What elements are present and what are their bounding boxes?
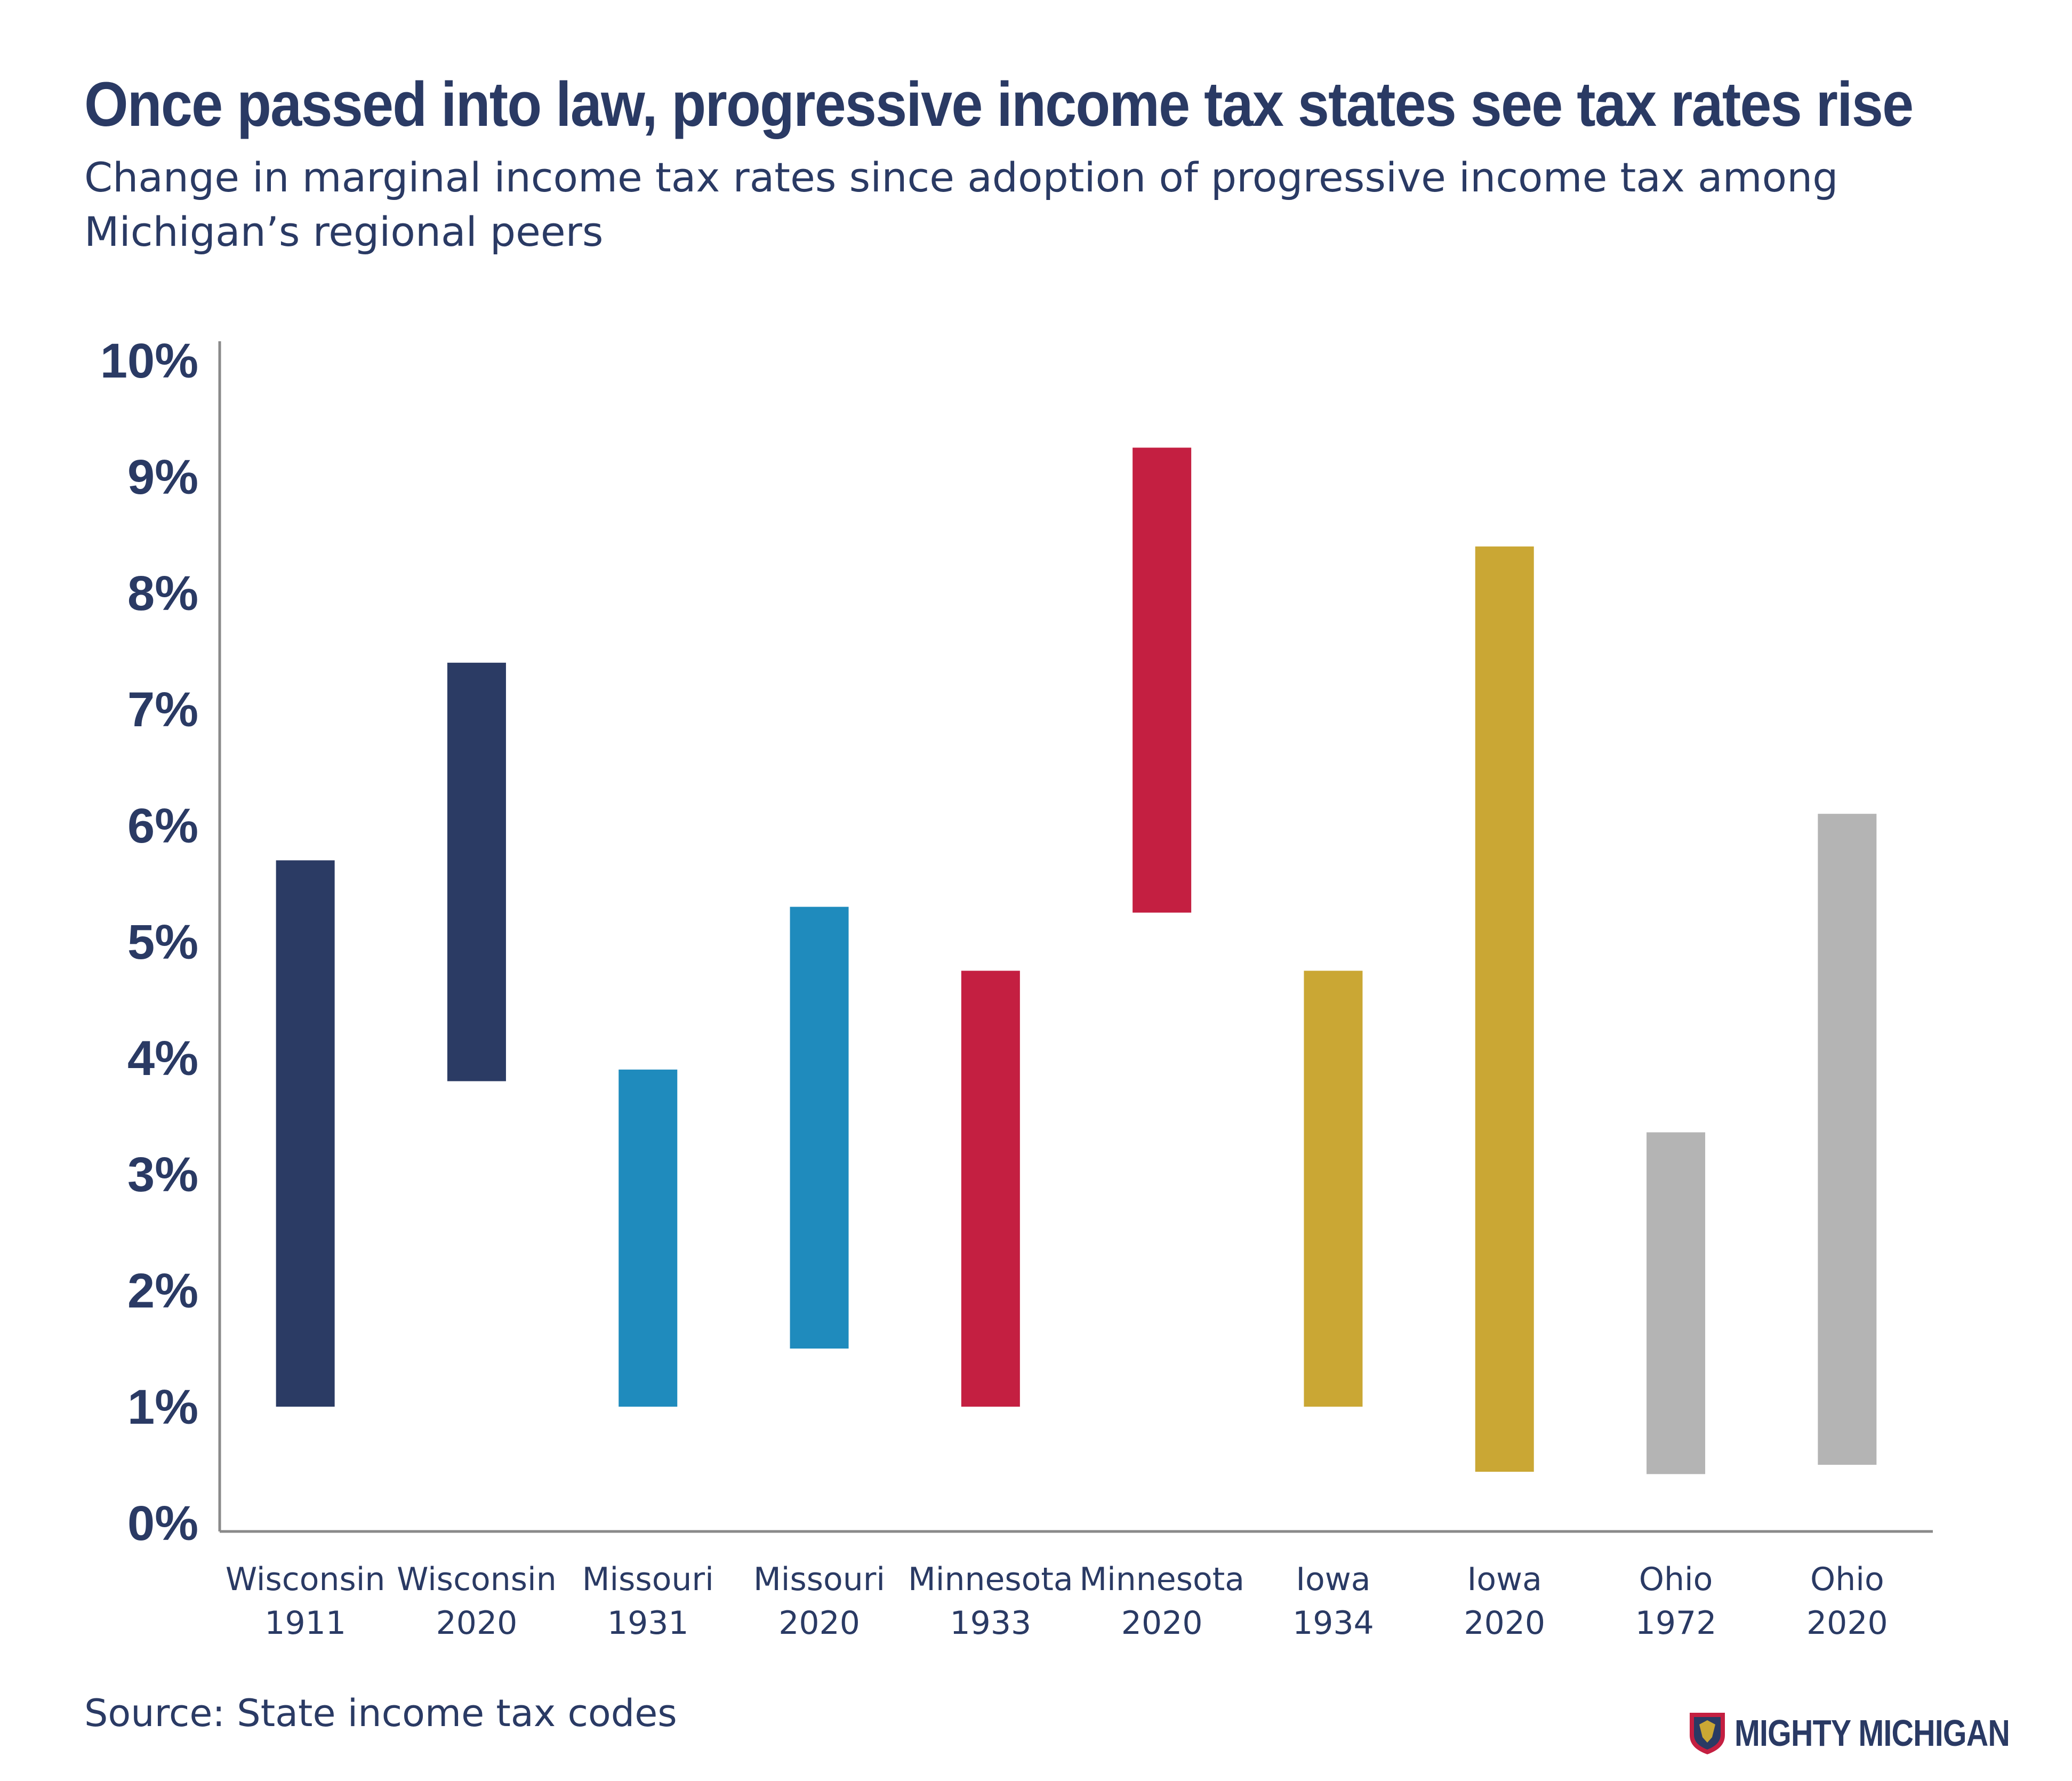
source-note: Source: State income tax codes (84, 1691, 677, 1735)
range-bar (447, 662, 506, 1081)
x-tick-state: Missouri (582, 1561, 714, 1598)
logo-text: MIGHTY MICHIGAN (1734, 1712, 2010, 1754)
y-tick-label: 10% (100, 334, 198, 388)
y-tick-label: 3% (127, 1148, 198, 1202)
range-bar (1818, 814, 1877, 1465)
chart-title: Once passed into law, progressive income… (84, 69, 1914, 140)
x-tick-state: Iowa (1467, 1561, 1542, 1598)
x-tick-year: 1931 (607, 1604, 689, 1642)
mighty-michigan-logo: MIGHTY MICHIGAN (1688, 1711, 2070, 1755)
range-bar (619, 1069, 678, 1407)
x-tick-year: 2020 (778, 1604, 860, 1642)
y-tick-label: 2% (127, 1264, 198, 1318)
x-tick-state: Iowa (1296, 1561, 1370, 1598)
x-tick-state: Ohio (1810, 1561, 1884, 1598)
range-bar (961, 970, 1020, 1407)
x-tick-year: 2020 (1464, 1604, 1545, 1642)
x-tick-state: Wisconsin (226, 1561, 386, 1598)
y-tick-label: 1% (127, 1380, 198, 1434)
range-bar (1304, 970, 1363, 1407)
y-tick-label: 6% (127, 799, 198, 853)
x-tick-year: 2020 (1806, 1604, 1888, 1642)
y-tick-label: 0% (127, 1496, 198, 1551)
x-tick-year: 2020 (1121, 1604, 1203, 1642)
x-tick-state: Ohio (1639, 1561, 1713, 1598)
x-tick-year: 1972 (1635, 1604, 1717, 1642)
x-tick-year: 1933 (950, 1604, 1031, 1642)
range-bar (276, 860, 335, 1407)
x-tick-state: Minnesota (908, 1561, 1073, 1598)
shield-icon (1690, 1713, 1725, 1754)
y-tick-label: 9% (127, 450, 198, 504)
range-bar (790, 906, 849, 1349)
y-tick-label: 7% (127, 683, 198, 737)
range-bar (1133, 447, 1192, 913)
chart-subtitle: Change in marginal income tax rates sinc… (84, 154, 1838, 255)
x-tick-year: 1911 (264, 1604, 346, 1642)
x-tick-state: Missouri (753, 1561, 885, 1598)
range-bar (1647, 1132, 1706, 1474)
y-tick-label: 4% (127, 1031, 198, 1086)
y-tick-label: 5% (127, 915, 198, 969)
x-tick-year: 2020 (436, 1604, 518, 1642)
range-bar (1475, 546, 1534, 1472)
x-tick-state: Minnesota (1079, 1561, 1244, 1598)
range-bar-chart: 0% 1% 2% 3% 4% 5% 6% 7% 8% 9% 10% Wisconsin 1911 Wisc… (100, 334, 1933, 1642)
x-tick-state: Wisconsin (397, 1561, 557, 1598)
y-tick-label: 8% (127, 566, 198, 621)
x-tick-year: 1934 (1292, 1604, 1374, 1642)
